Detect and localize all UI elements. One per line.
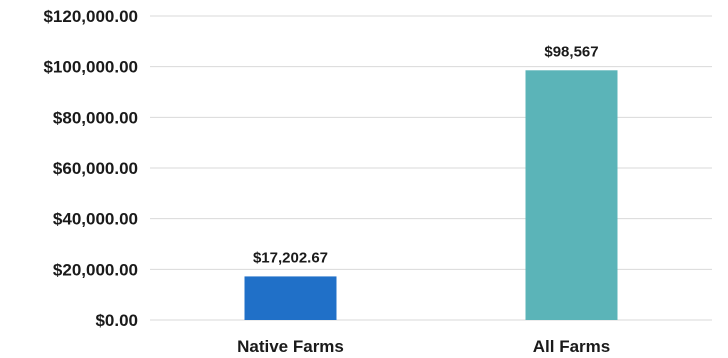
y-tick-label-1: $20,000.00 xyxy=(53,260,138,279)
y-tick-label-4: $80,000.00 xyxy=(53,108,138,127)
y-tick-label-6: $120,000.00 xyxy=(43,7,138,26)
y-axis-tick-labels: $0.00 $20,000.00 $40,000.00 $60,000.00 $80,0… xyxy=(43,7,138,330)
data-labels: $17,202.67 $98,567 xyxy=(253,43,599,266)
y-tick-label-0: $0.00 xyxy=(95,311,138,330)
y-tick-label-2: $40,000.00 xyxy=(53,210,138,229)
bar-0 xyxy=(244,276,337,320)
category-label-1: All Farms xyxy=(533,337,610,356)
data-label-1: $98,567 xyxy=(544,43,598,60)
gridlines xyxy=(150,15,712,321)
bar-1 xyxy=(525,70,618,320)
category-label-0: Native Farms xyxy=(237,337,344,356)
data-label-0: $17,202.67 xyxy=(253,249,328,266)
bars xyxy=(244,70,618,320)
category-labels: Native Farms All Farms xyxy=(237,337,610,356)
y-tick-label-5: $100,000.00 xyxy=(43,58,138,77)
y-tick-label-3: $60,000.00 xyxy=(53,159,138,178)
